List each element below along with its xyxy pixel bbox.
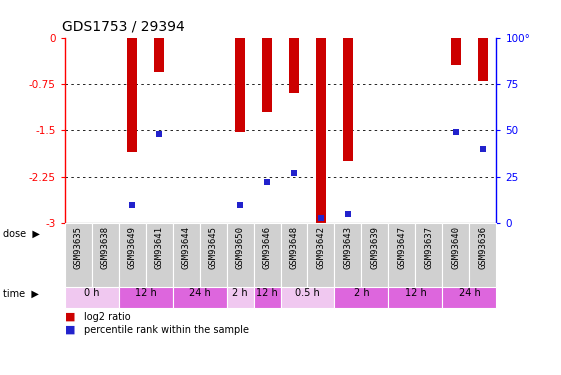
Text: ■: ■ [65,312,75,322]
Bar [65,223,91,287]
Bar [289,38,298,93]
Text: percentile rank within the sample: percentile rank within the sample [84,325,249,335]
Text: GSM93645: GSM93645 [209,226,218,269]
Bar [334,223,361,287]
Text: ■: ■ [65,325,75,335]
Text: GSM93642: GSM93642 [316,226,325,269]
Text: GSM93650: GSM93650 [236,226,245,269]
Bar [479,38,488,81]
Text: 12 h: 12 h [135,288,157,298]
Bar [451,38,461,65]
Bar [173,223,200,287]
Bar [145,223,173,287]
Bar [263,38,272,112]
Text: GSM93638: GSM93638 [100,226,109,269]
Text: log2 ratio: log2 ratio [84,312,131,322]
Bar [227,223,254,287]
Text: GSM93641: GSM93641 [154,226,163,269]
Bar [334,279,389,308]
Bar [154,38,164,72]
Text: GSM93643: GSM93643 [343,226,352,269]
Bar [280,279,334,308]
Bar [227,251,280,279]
Text: 12 h: 12 h [404,288,426,298]
Bar [254,279,280,308]
Text: 0.5 h: 0.5 h [295,288,320,298]
Bar [235,38,245,132]
Text: 12 h: 12 h [256,288,278,298]
Bar [227,279,254,308]
Text: time  ▶: time ▶ [3,288,39,298]
Bar [443,279,496,308]
Text: GSM93647: GSM93647 [398,226,407,269]
Text: GSM93648: GSM93648 [289,226,298,269]
Text: 24 h: 24 h [458,288,480,298]
Bar [65,279,118,308]
Bar [118,279,173,308]
Bar [316,38,326,226]
Text: 1 ug per ml: 1 ug per ml [360,260,417,270]
Text: 2 h: 2 h [232,288,248,298]
Bar [470,223,496,287]
Bar [307,223,334,287]
Bar [280,223,307,287]
Bar [361,223,388,287]
Text: GSM93637: GSM93637 [425,226,434,269]
Text: GDS1753 / 29394: GDS1753 / 29394 [62,19,185,33]
Text: GSM93640: GSM93640 [452,226,461,269]
Text: dose  ▶: dose ▶ [3,228,40,238]
Bar [127,38,137,152]
Text: 100 ng per
ml: 100 ng per ml [227,255,280,276]
Text: GSM93636: GSM93636 [479,226,488,269]
Text: 2 h: 2 h [353,288,369,298]
Text: control: control [128,260,162,270]
Text: GSM93635: GSM93635 [73,226,82,269]
Text: GSM93649: GSM93649 [127,226,136,269]
Bar [389,279,443,308]
Text: GSM93646: GSM93646 [263,226,272,269]
Bar [443,223,470,287]
Bar [118,223,145,287]
Text: GSM93644: GSM93644 [182,226,191,269]
Text: GSM93639: GSM93639 [370,226,379,269]
Bar [280,251,496,279]
Bar [389,223,416,287]
Bar [416,223,443,287]
Text: 24 h: 24 h [188,288,210,298]
Bar [200,223,227,287]
Bar [91,223,118,287]
Bar [254,223,280,287]
Bar [65,251,227,279]
Bar [343,38,353,161]
Bar [173,279,227,308]
Text: 0 h: 0 h [84,288,99,298]
